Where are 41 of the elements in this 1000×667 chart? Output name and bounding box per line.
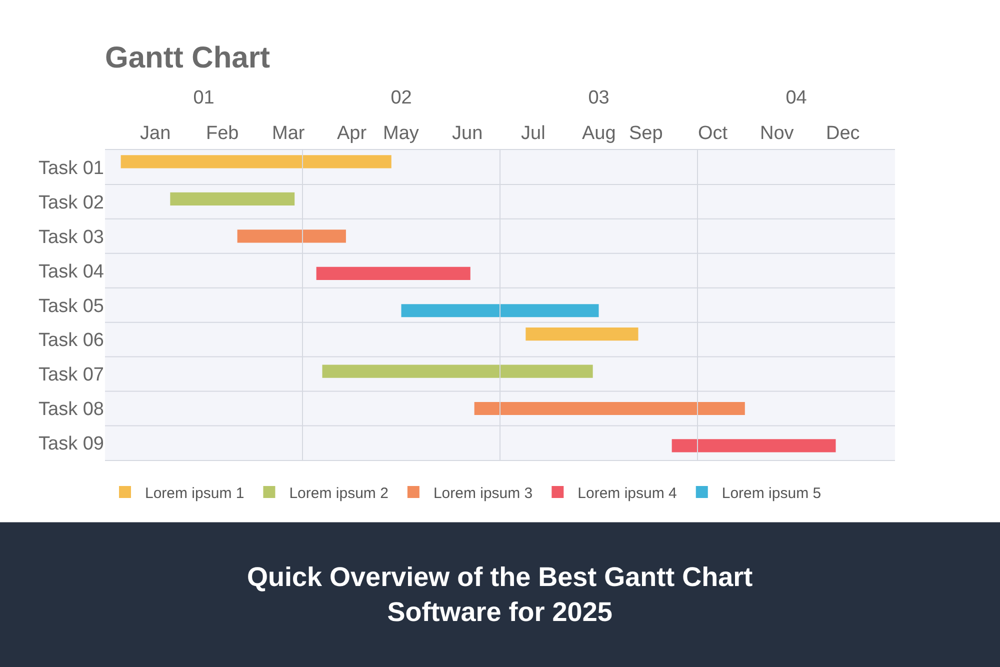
bar: [322, 364, 593, 378]
legend-label: Lorem ipsum 4: [578, 484, 677, 502]
y-tick-label: Task 02: [38, 192, 104, 214]
x-tick-label: 03: [588, 87, 610, 108]
bar: [120, 155, 392, 168]
x-tick-label: 02: [390, 87, 412, 108]
bar: [526, 328, 638, 341]
legend-label: Lorem ipsum 1: [145, 484, 244, 502]
text: Sep: [629, 123, 663, 144]
legend-label: Lorem ipsum 5: [722, 484, 822, 502]
text: Oct: [698, 123, 728, 144]
y-tick-label: Task 01: [38, 158, 104, 179]
y-tick-label: Task 06: [38, 330, 104, 352]
bar: [170, 192, 295, 206]
text: May: [383, 123, 420, 144]
y-tick-label: Task 03: [38, 226, 104, 248]
x-tick-label: 01: [193, 87, 214, 108]
text: Nov: [760, 123, 794, 144]
text: Mar: [272, 123, 306, 144]
text: Apr: [337, 123, 368, 144]
legend-label: Lorem ipsum 3: [433, 484, 533, 502]
text: Dec: [826, 123, 860, 144]
text: Jul: [521, 123, 546, 144]
text: Feb: [206, 123, 239, 144]
x-tick-label: 04: [786, 87, 808, 108]
y-tick-label: Task 08: [38, 399, 104, 420]
bar: [316, 266, 470, 280]
chart-title: Gantt Chart: [105, 42, 270, 75]
bar: [474, 402, 745, 416]
y-tick-label: Task 05: [38, 296, 104, 317]
text: Jan: [140, 123, 171, 144]
y-tick-label: Task 09: [38, 434, 104, 455]
text: Jun: [452, 123, 483, 144]
bar: [237, 230, 346, 243]
y-tick-label: Task 07: [38, 364, 104, 386]
text: Aug: [582, 123, 616, 144]
bar: [672, 439, 836, 452]
bar: [401, 304, 599, 318]
text: Quick Overview of the Best Gantt Chart Software for 2025: [247, 562, 753, 628]
legend-label: Lorem ipsum 2: [289, 484, 388, 502]
y-tick-label: Task 04: [38, 261, 104, 282]
